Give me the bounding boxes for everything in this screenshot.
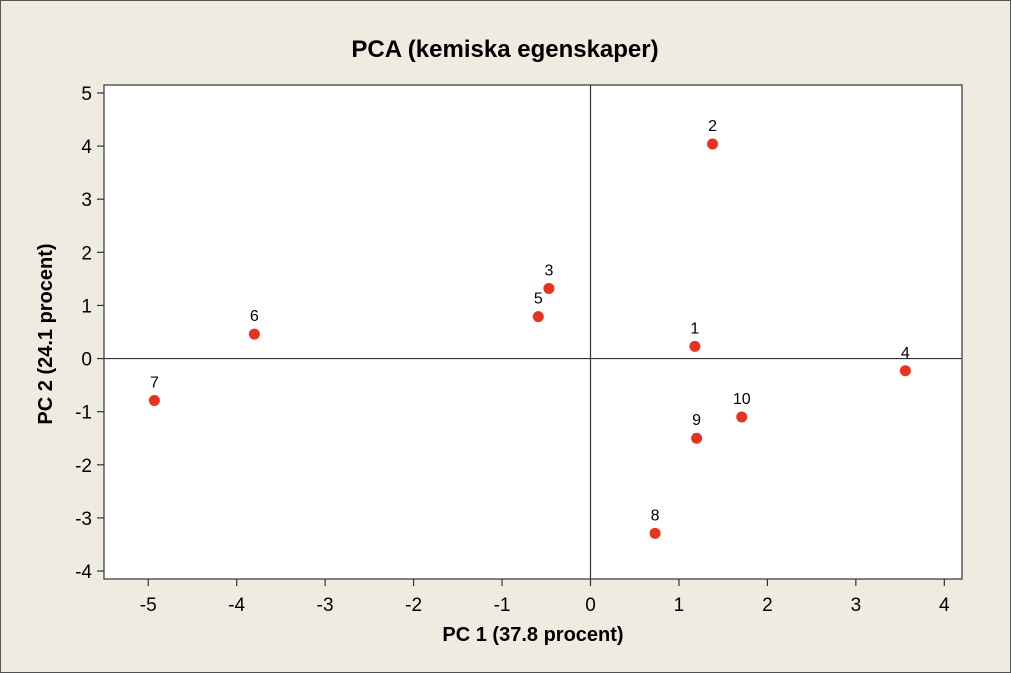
x-tick-label: -2 <box>405 595 422 616</box>
y-tick-label: 1 <box>81 296 92 317</box>
chart-title: PCA (kemiska egenskaper) <box>351 36 658 63</box>
data-point <box>532 311 544 323</box>
data-point-label: 5 <box>534 291 543 308</box>
x-tick-label: -4 <box>228 595 245 616</box>
y-tick-label: 3 <box>81 190 92 211</box>
y-tick-label: 5 <box>81 84 92 105</box>
data-point <box>543 282 555 294</box>
y-tick-label: -1 <box>75 403 92 424</box>
x-tick-label: -5 <box>140 595 157 616</box>
x-tick-label: 4 <box>939 595 950 616</box>
y-axis-ticks: -4 -3 -2 -1 0 1 2 3 4 5 <box>75 84 104 583</box>
y-tick-label: 0 <box>81 350 92 371</box>
y-tick-label: -2 <box>75 456 92 477</box>
data-point-label: 6 <box>250 308 259 325</box>
reference-lines <box>104 85 962 579</box>
x-axis-label: PC 1 (37.8 procent) <box>442 624 623 646</box>
data-point-label: 10 <box>733 391 751 408</box>
data-point-label: 8 <box>651 507 660 524</box>
y-tick-label: -4 <box>75 562 92 583</box>
data-point-label: 9 <box>692 412 701 429</box>
data-points: 1 2 3 4 5 6 7 8 9 10 <box>148 118 911 539</box>
x-tick-label: 1 <box>674 595 685 616</box>
y-axis-label: PC 2 (24.1 procent) <box>35 243 57 424</box>
data-point <box>707 138 719 150</box>
data-point-label: 3 <box>544 262 553 279</box>
data-point <box>248 328 260 340</box>
data-point <box>649 527 661 539</box>
data-point <box>148 395 160 407</box>
x-tick-label: -1 <box>494 595 511 616</box>
data-point-label: 2 <box>708 118 717 135</box>
x-axis-ticks: -5 -4 -3 -2 -1 0 1 2 3 4 <box>140 579 950 616</box>
plot-area <box>103 84 963 580</box>
x-tick-label: 2 <box>762 595 773 616</box>
y-tick-label: 4 <box>81 137 92 158</box>
x-tick-label: -3 <box>317 595 334 616</box>
data-point <box>691 432 703 444</box>
data-point-label: 7 <box>150 375 159 392</box>
data-point-label: 4 <box>901 345 910 362</box>
x-tick-label: 3 <box>851 595 862 616</box>
data-point <box>689 340 701 352</box>
data-point-label: 1 <box>690 320 699 337</box>
data-point <box>736 411 748 423</box>
x-tick-label: 0 <box>585 595 596 616</box>
y-tick-label: 2 <box>81 243 92 264</box>
y-tick-label: -3 <box>75 509 92 530</box>
data-point <box>899 365 911 377</box>
